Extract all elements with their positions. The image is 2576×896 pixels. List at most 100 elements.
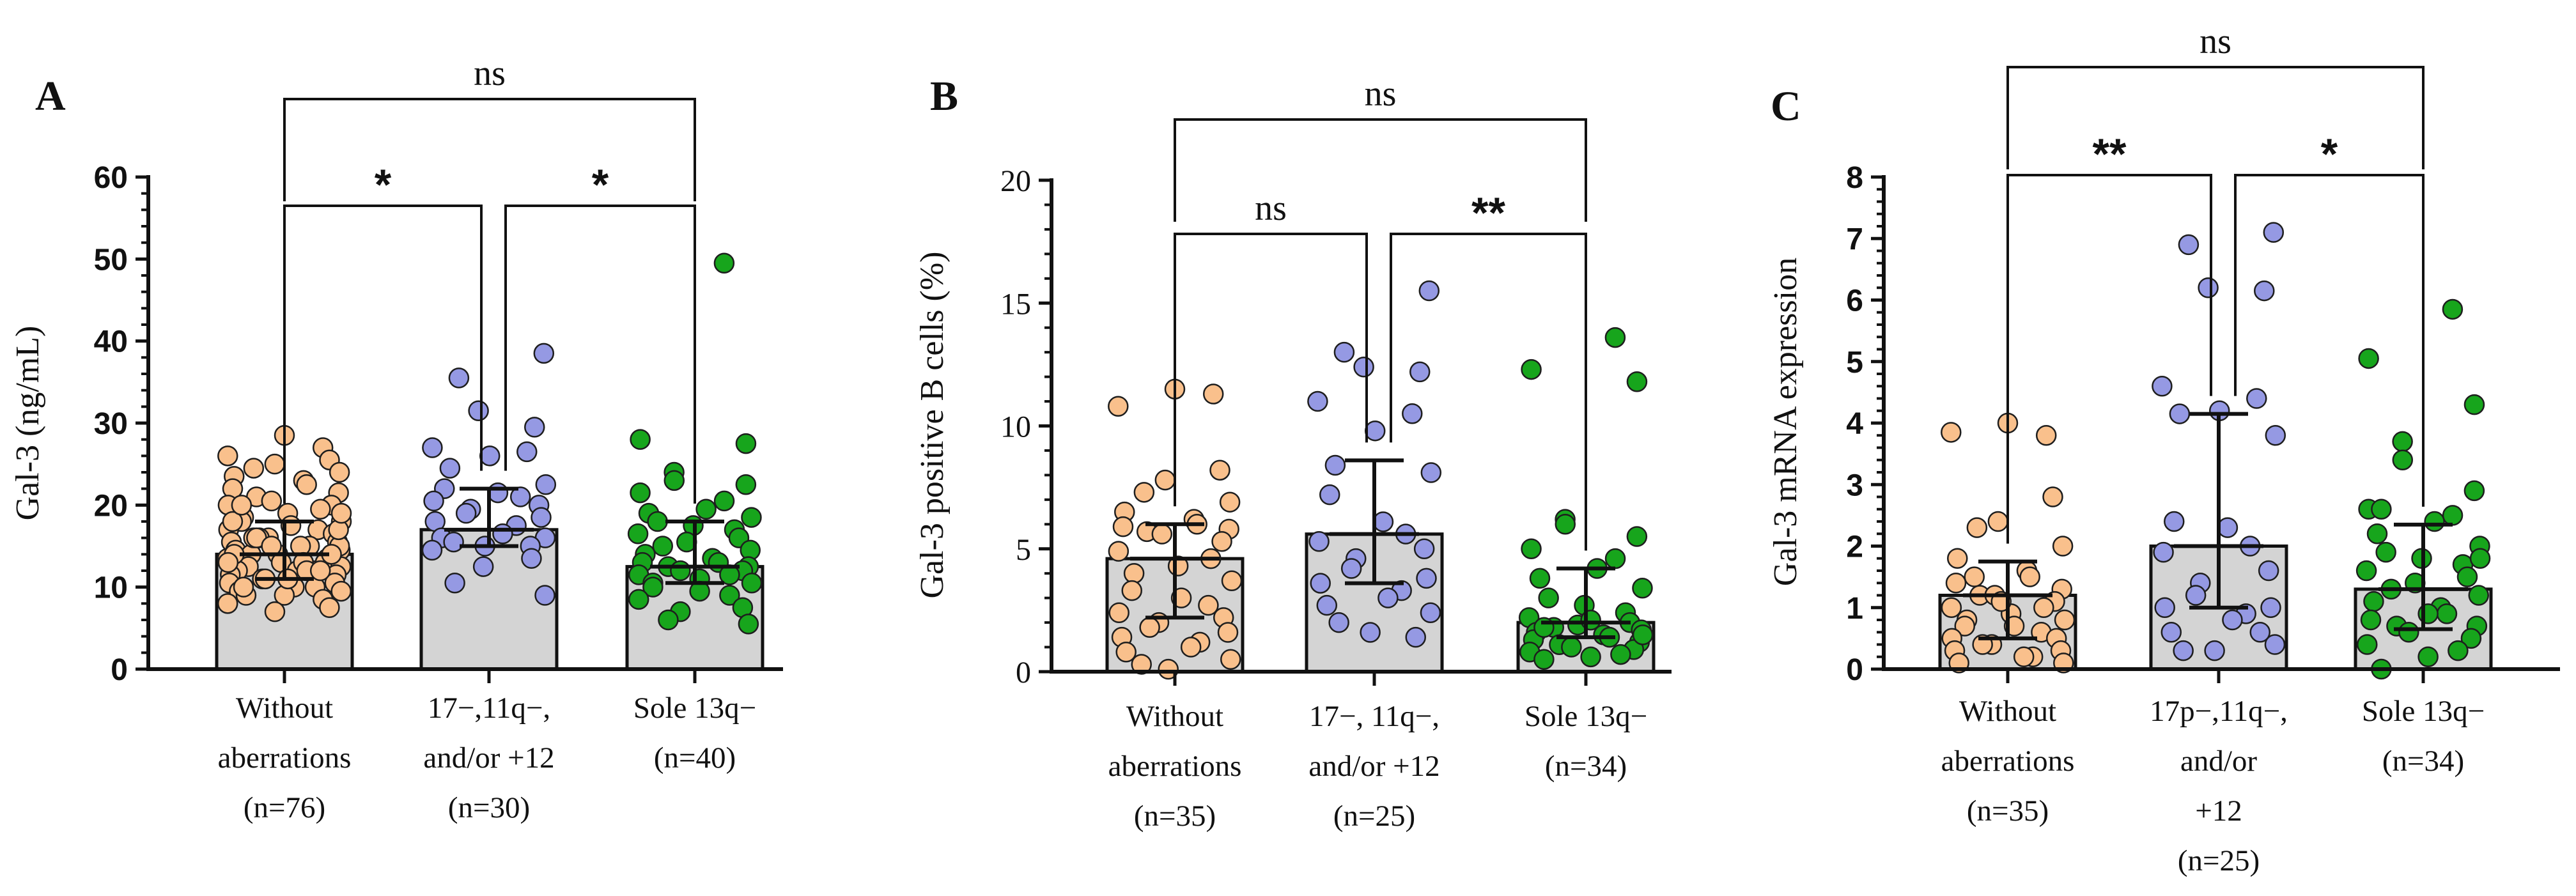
data-point xyxy=(2035,425,2057,446)
category-label: Sole 13q− xyxy=(1525,700,1647,733)
data-point xyxy=(1626,371,1648,392)
data-point xyxy=(735,433,757,454)
category-label: Without xyxy=(236,691,333,725)
data-point xyxy=(642,576,663,598)
data-point xyxy=(534,585,555,606)
data-point xyxy=(2154,597,2175,618)
significance-bracket xyxy=(504,205,696,504)
y-tick-label: 7 xyxy=(1846,222,1863,256)
data-point xyxy=(2217,517,2238,538)
data-point xyxy=(2013,646,2035,667)
significance-label: * xyxy=(592,160,609,209)
data-point xyxy=(1324,454,1346,476)
data-point xyxy=(222,511,244,532)
y-tick-label: 2 xyxy=(1846,530,1863,564)
data-point xyxy=(217,552,239,573)
data-point xyxy=(1108,602,1129,623)
category-label: (n=40) xyxy=(654,741,736,775)
y-tick-label: 60 xyxy=(94,161,128,195)
data-point xyxy=(1941,422,1962,443)
data-point xyxy=(468,400,489,421)
y-tick-label: 6 xyxy=(1846,284,1863,318)
data-point xyxy=(1964,566,1985,587)
data-point xyxy=(1377,587,1399,608)
data-point xyxy=(1307,390,1328,412)
significance-bracket xyxy=(1174,118,1587,222)
data-point xyxy=(421,539,443,561)
data-point xyxy=(2265,425,2286,446)
data-point xyxy=(243,458,265,479)
data-point xyxy=(741,573,763,594)
data-point xyxy=(652,536,674,557)
data-point xyxy=(1220,649,1241,670)
data-point xyxy=(2442,505,2463,526)
data-point xyxy=(1180,637,1202,658)
y-axis-label: Gal-3 (ng/mL) xyxy=(10,326,46,521)
data-point xyxy=(2363,591,2384,612)
y-tick-label: 4 xyxy=(1846,407,1863,441)
data-point xyxy=(1217,622,1239,643)
data-point xyxy=(472,556,494,577)
significance-label: ns xyxy=(1365,74,1397,114)
category-label: (n=35) xyxy=(1967,794,2049,828)
data-point xyxy=(2469,548,2491,569)
data-point xyxy=(264,601,286,622)
category-label: aberrations xyxy=(1108,750,1242,783)
panel-label: A xyxy=(35,73,66,120)
data-point xyxy=(2456,566,2478,587)
data-point xyxy=(1340,558,1362,579)
category-label: 17−, 11q−, xyxy=(1309,700,1439,733)
data-point xyxy=(509,486,531,507)
data-point xyxy=(2392,431,2413,452)
data-point xyxy=(647,511,668,532)
data-point xyxy=(1108,541,1129,562)
category-label: Sole 13q− xyxy=(2362,695,2485,728)
data-point xyxy=(2152,376,2173,397)
data-point xyxy=(444,573,465,594)
data-point xyxy=(670,560,691,582)
data-point xyxy=(630,482,651,504)
y-axis-label: Gal-3 positive B cells (%) xyxy=(914,252,950,599)
significance-bracket xyxy=(283,98,696,201)
category-label: 17p−,11q−, xyxy=(2150,695,2288,728)
category-label: Without xyxy=(1959,695,2056,728)
data-point xyxy=(628,589,649,610)
data-point xyxy=(1416,568,1437,589)
data-point xyxy=(455,502,477,524)
data-point xyxy=(2424,511,2445,532)
data-point xyxy=(1420,602,1441,623)
significance-label: * xyxy=(375,160,392,209)
y-tick-label: 10 xyxy=(94,571,128,605)
data-point xyxy=(1561,637,1582,658)
data-point xyxy=(1604,548,1626,569)
y-tick-label: 10 xyxy=(1000,410,1031,444)
data-point xyxy=(261,490,283,512)
data-point xyxy=(1310,573,1331,594)
data-point xyxy=(713,252,735,274)
data-point xyxy=(2178,234,2200,256)
y-tick-label: 5 xyxy=(1846,346,1863,380)
data-point xyxy=(1420,462,1442,483)
category-label: and/or +12 xyxy=(423,741,554,775)
data-point xyxy=(1402,403,1423,424)
category-label: aberrations xyxy=(1941,745,2075,778)
data-point xyxy=(2463,480,2485,502)
y-tick-label: 30 xyxy=(94,407,128,441)
data-point xyxy=(2375,541,2396,563)
data-point xyxy=(448,367,470,389)
panel-label: C xyxy=(1771,83,1801,130)
data-point xyxy=(330,502,352,524)
data-point xyxy=(1108,396,1129,417)
data-point xyxy=(1533,649,1555,670)
data-point xyxy=(2460,628,2482,649)
data-point xyxy=(1626,526,1648,547)
data-point xyxy=(2263,222,2285,243)
data-point xyxy=(2392,449,2414,470)
data-point xyxy=(2371,498,2392,520)
significance-bracket xyxy=(1390,233,1587,551)
data-point xyxy=(1529,568,1551,589)
data-point xyxy=(533,343,555,364)
data-point xyxy=(1360,622,1381,643)
data-point xyxy=(231,495,252,516)
data-point xyxy=(330,580,352,602)
